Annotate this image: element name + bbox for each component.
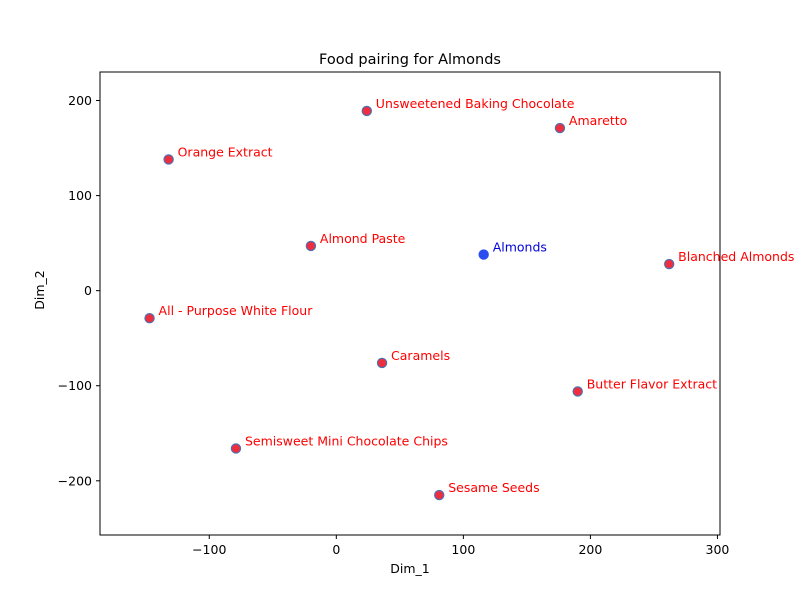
data-point-label: Almond Paste bbox=[320, 231, 406, 246]
data-point bbox=[376, 357, 388, 369]
y-tick-label: 0 bbox=[84, 283, 92, 298]
data-point-label: All - Purpose White Flour bbox=[159, 303, 314, 318]
data-point-label: Semisweet Mini Chocolate Chips bbox=[245, 433, 448, 448]
y-tick-label: −200 bbox=[58, 473, 92, 488]
data-point-label: Unsweetened Baking Chocolate bbox=[376, 96, 575, 111]
data-point-label: Sesame Seeds bbox=[448, 480, 539, 495]
data-point bbox=[554, 122, 566, 134]
target-point-label: Almonds bbox=[493, 240, 547, 255]
data-point-label: Amaretto bbox=[569, 113, 627, 128]
x-tick-label: 100 bbox=[451, 542, 475, 557]
data-point-label: Butter Flavor Extract bbox=[587, 376, 717, 391]
x-tick-label: 200 bbox=[578, 542, 602, 557]
y-axis-label: Dim_2 bbox=[32, 270, 47, 309]
data-point bbox=[663, 258, 675, 270]
data-point-label: Orange Extract bbox=[178, 144, 273, 159]
y-tick-label: −100 bbox=[58, 378, 92, 393]
axes-frame bbox=[99, 71, 721, 536]
y-tick-label: 200 bbox=[68, 93, 92, 108]
data-point bbox=[305, 240, 317, 252]
chart-title: Food pairing for Almonds bbox=[319, 52, 501, 68]
data-point-label: Blanched Almonds bbox=[678, 249, 794, 264]
target-point bbox=[478, 249, 489, 260]
data-point-label: Caramels bbox=[391, 348, 450, 363]
y-tick-label: 100 bbox=[68, 188, 92, 203]
plot-area: −100 0 100 200 300 −200 −100 0 100 200 Unsweetened… bbox=[58, 71, 794, 557]
data-point bbox=[144, 313, 155, 324]
x-tick-label: −100 bbox=[192, 542, 226, 557]
x-tick-label: 0 bbox=[332, 542, 340, 557]
x-axis-label: Dim_1 bbox=[390, 561, 429, 576]
data-point bbox=[230, 443, 242, 454]
x-tick-label: 300 bbox=[706, 542, 730, 557]
data-point bbox=[434, 489, 445, 501]
data-point bbox=[361, 105, 373, 117]
data-point bbox=[572, 386, 583, 397]
data-point bbox=[163, 154, 174, 165]
